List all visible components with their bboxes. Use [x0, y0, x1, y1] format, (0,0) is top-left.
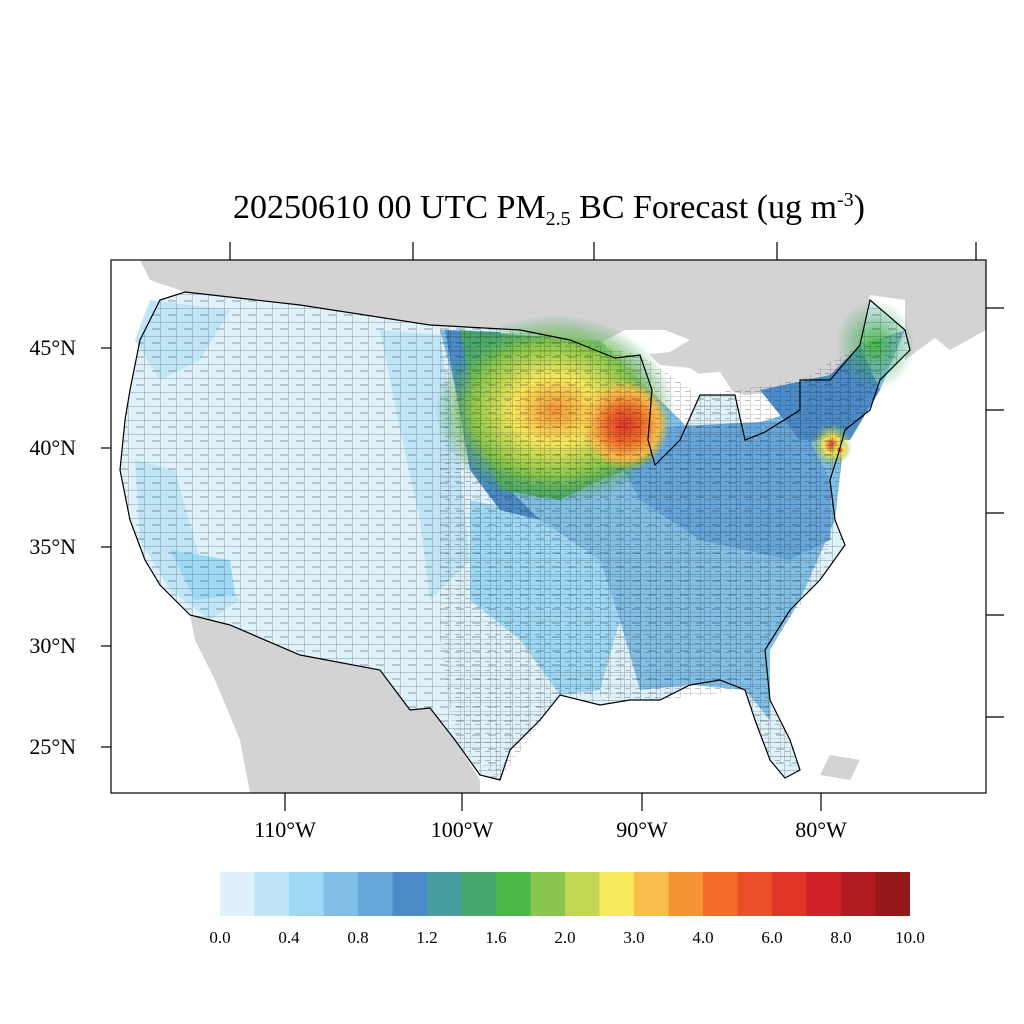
colorbar-tick-label: 6.0: [761, 928, 783, 947]
colorbar-tick-label: 1.2: [416, 928, 438, 947]
colorbar-tick-label: 1.6: [485, 928, 507, 947]
lon-label-80: 80°W: [795, 817, 847, 842]
lon-label-100: 100°W: [430, 817, 494, 842]
yucatan-landmass: [820, 755, 860, 780]
colorbar-swatch: [392, 872, 428, 916]
map-frame: [110, 259, 987, 794]
colorbar-swatch: [254, 872, 290, 916]
colorbar-swatch: [323, 872, 359, 916]
colorbar-swatch: [668, 872, 704, 916]
mexico-landmass: [190, 615, 480, 793]
lat-label-25: 25°N: [29, 734, 76, 759]
county-boundaries-east: [440, 330, 905, 780]
colorbar-swatch: [841, 872, 876, 916]
colorbar-tick-label: 0.8: [347, 928, 369, 947]
colorbar-swatch: [496, 872, 531, 916]
lat-label-45: 45°N: [29, 335, 76, 360]
map-plot-area: [111, 260, 986, 793]
axis-ticks: [101, 242, 1004, 811]
title-middle: BC Forecast (ug m: [570, 189, 837, 226]
colorbar-tick-label: 3.0: [623, 928, 645, 947]
colorbar-swatch: [427, 872, 462, 916]
colorbar-swatch: [772, 872, 807, 916]
lon-label-110: 110°W: [254, 817, 316, 842]
colorbar-tick-label: 4.0: [692, 928, 714, 947]
colorbar-tick-label: 0.0: [209, 928, 231, 947]
colorbar-swatch: [599, 872, 635, 916]
lat-label-35: 35°N: [29, 534, 76, 559]
title-suffix: ): [853, 189, 865, 226]
colorbar-swatch: [634, 872, 669, 916]
colorbar-swatch: [220, 872, 255, 916]
colorbar-swatch: [530, 872, 566, 916]
colorbar-swatch: [565, 872, 600, 916]
title-prefix: 20250610 00 UTC PM: [233, 189, 546, 226]
colorbar-tick-label: 10.0: [895, 928, 925, 947]
map-title: 20250610 00 UTC PM2.5 BC Forecast (ug m-…: [0, 186, 1024, 230]
colorbar-tick-label: 0.4: [278, 928, 300, 947]
colorbar-swatch: [737, 872, 773, 916]
colorbar-swatch: [358, 872, 393, 916]
colorbar-swatch: [875, 872, 910, 916]
lat-label-40: 40°N: [29, 435, 76, 460]
colorbar: [220, 872, 910, 916]
colorbar-tick-label: 2.0: [554, 928, 576, 947]
colorbar-swatch: [289, 872, 324, 916]
lon-label-90: 90°W: [616, 817, 668, 842]
colorbar-swatch: [703, 872, 738, 916]
colorbar-swatch: [461, 872, 497, 916]
conus-outline: [119, 291, 911, 781]
colorbar-swatch: [806, 872, 842, 916]
title-superscript: -3: [836, 189, 854, 211]
title-subscript: 2.5: [545, 208, 571, 230]
lat-label-30: 30°N: [29, 633, 76, 658]
colorbar-tick-label: 8.0: [830, 928, 852, 947]
